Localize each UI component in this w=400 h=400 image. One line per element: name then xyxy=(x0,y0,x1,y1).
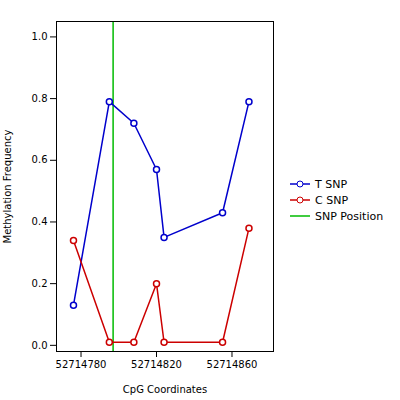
svg-text:0.4: 0.4 xyxy=(32,216,48,227)
svg-text:52714820: 52714820 xyxy=(131,359,182,370)
html-text:C SNP: C SNP xyxy=(315,193,348,207)
svg-text:Methylation Frequency: Methylation Frequency xyxy=(2,129,13,243)
svg-text:52714860: 52714860 xyxy=(207,359,258,370)
svg-text:52714780: 52714780 xyxy=(56,359,107,370)
svg-text:CpG Coordinates: CpG Coordinates xyxy=(123,384,207,395)
html-text:SNP Position: SNP Position xyxy=(315,209,384,223)
svg-text:0.8: 0.8 xyxy=(32,93,48,104)
svg-text:0.6: 0.6 xyxy=(32,154,48,165)
svg-text:0.0: 0.0 xyxy=(32,340,48,351)
svg-text:1.0: 1.0 xyxy=(32,31,48,42)
html-text:T SNP: T SNP xyxy=(315,177,348,191)
svg-text:0.2: 0.2 xyxy=(32,278,48,289)
